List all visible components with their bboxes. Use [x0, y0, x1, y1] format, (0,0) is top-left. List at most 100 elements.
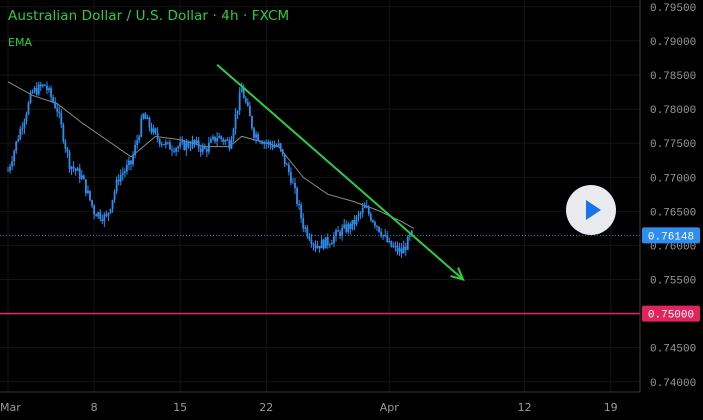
- candle-body: [171, 149, 173, 151]
- candle-body: [29, 92, 32, 103]
- candle-body: [154, 128, 157, 133]
- time-tick-label: 22: [259, 401, 273, 414]
- time-tick-label: Apr: [380, 401, 400, 414]
- candle-body: [144, 113, 147, 120]
- candle-body: [251, 116, 253, 129]
- candle-body: [169, 142, 171, 150]
- candle-body: [275, 145, 278, 147]
- candle-body: [64, 141, 67, 149]
- candle-body: [316, 245, 319, 249]
- candle-body: [224, 140, 227, 142]
- candle-body: [302, 217, 305, 229]
- candle-body: [320, 239, 323, 249]
- candle-body: [160, 144, 163, 146]
- candle-body: [197, 140, 200, 149]
- price-tick-label: 0.77000: [650, 173, 696, 185]
- candle-body: [294, 183, 296, 189]
- symbol-title: Australian Dollar / U.S. Dollar · 4h · F…: [8, 8, 290, 24]
- candle-body: [93, 205, 95, 215]
- candle-body: [91, 200, 93, 206]
- candle-body: [263, 142, 266, 144]
- price-candles[interactable]: [7, 81, 413, 258]
- candle-body: [121, 173, 124, 175]
- candle-body: [17, 139, 20, 142]
- candle-body: [255, 134, 257, 138]
- price-tick-label: 0.79500: [650, 3, 696, 15]
- candle-body: [396, 245, 399, 252]
- price-tick-label: 0.78000: [650, 105, 696, 117]
- candle-body: [56, 107, 59, 112]
- candle-body: [312, 244, 315, 246]
- time-tick-label: 12: [518, 401, 532, 414]
- candle-body: [19, 128, 22, 140]
- candle-body: [132, 155, 134, 165]
- candle-body: [68, 151, 71, 169]
- candle-body: [21, 128, 24, 130]
- candle-body: [372, 220, 374, 223]
- candle-body: [158, 138, 161, 145]
- candle-body: [109, 209, 112, 213]
- candle-body: [54, 101, 57, 108]
- support-price-label: 0.75000: [648, 310, 694, 322]
- candle-body: [142, 113, 145, 119]
- play-button[interactable]: [566, 185, 616, 235]
- candle-body: [216, 138, 218, 142]
- candle-body: [380, 231, 382, 237]
- candle-body: [326, 237, 329, 245]
- candle-body: [222, 139, 225, 142]
- candle-body: [126, 165, 128, 172]
- candle-body: [337, 230, 339, 232]
- candle-body: [228, 140, 231, 149]
- candle-body: [164, 142, 167, 146]
- price-axis[interactable]: [640, 0, 703, 392]
- candle-body: [138, 136, 141, 141]
- candle-body: [242, 87, 245, 99]
- candle-body: [80, 175, 83, 179]
- candle-body: [230, 139, 233, 149]
- candle-body: [37, 84, 40, 95]
- candle-body: [359, 212, 362, 215]
- candle-body: [238, 92, 241, 111]
- candle-body: [119, 174, 122, 182]
- candle-body: [85, 179, 87, 194]
- candle-body: [185, 142, 188, 150]
- candle-body: [33, 87, 36, 92]
- candle-body: [353, 220, 356, 225]
- candle-body: [195, 140, 198, 144]
- candle-body: [97, 212, 100, 217]
- candle-body: [253, 128, 255, 138]
- candle-body: [349, 224, 352, 229]
- candle-body: [66, 148, 69, 152]
- candle-body: [406, 236, 409, 250]
- candle-body: [27, 102, 30, 115]
- candle-body: [249, 105, 251, 117]
- candle-body: [58, 111, 61, 114]
- candle-body: [287, 164, 290, 173]
- candle-body: [167, 142, 169, 144]
- trendline[interactable]: [216, 64, 464, 281]
- candle-body: [128, 160, 130, 166]
- candle-body: [74, 168, 77, 171]
- plot-area[interactable]: [0, 0, 640, 392]
- candle-body: [363, 205, 366, 209]
- candle-body: [173, 150, 175, 152]
- candle-body: [23, 121, 26, 129]
- candle-body: [306, 227, 309, 237]
- candle-body: [111, 199, 114, 210]
- candle-body: [99, 212, 102, 220]
- candle-body: [123, 171, 126, 174]
- candle-body: [95, 214, 98, 217]
- candle-body: [60, 113, 63, 125]
- candle-body: [390, 240, 393, 247]
- time-axis[interactable]: [0, 392, 640, 420]
- candle-body: [113, 191, 116, 200]
- candle-body: [183, 141, 186, 150]
- candle-body: [394, 245, 397, 247]
- candle-body: [277, 143, 280, 147]
- candle-body: [369, 213, 372, 221]
- candle-body: [50, 88, 52, 98]
- candle-body: [150, 127, 153, 133]
- candle-body: [322, 239, 325, 249]
- time-tick-label: 8: [91, 401, 98, 414]
